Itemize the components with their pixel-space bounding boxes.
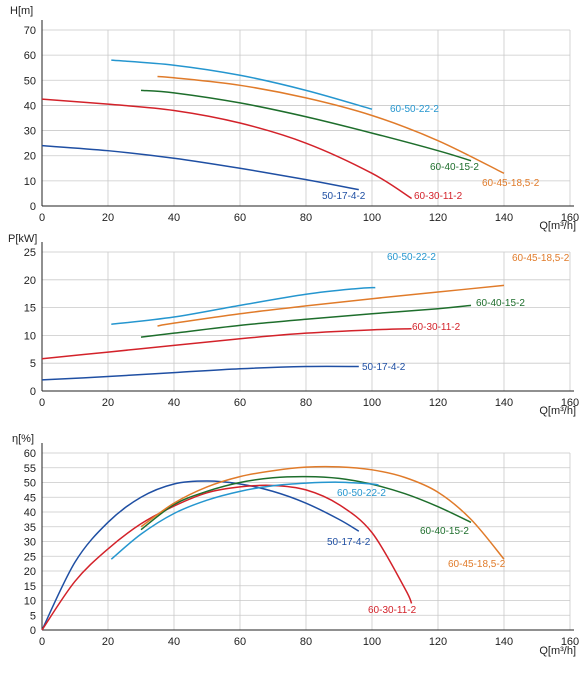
x-tick-label: 20 <box>102 397 114 409</box>
series-line-60-40-15-2 <box>140 89 472 162</box>
y-axis-label: P[kW] <box>8 233 37 245</box>
x-axis-label: Q[m³/h] <box>539 645 576 657</box>
y-tick-label: 45 <box>24 492 36 504</box>
y-tick-label: 5 <box>30 610 36 622</box>
series-label-60-45-18-5-2: 60-45-18,5-2 <box>512 253 570 264</box>
y-tick-label: 50 <box>24 75 36 87</box>
series-line-60-45-18-5-2 <box>140 465 505 560</box>
series-label-60-45-18-5-2: 60-45-18,5-2 <box>482 178 540 189</box>
series-label-60-40-15-2: 60-40-15-2 <box>430 162 479 173</box>
x-tick-label: 60 <box>234 636 246 648</box>
x-tick-label: 160 <box>561 397 579 409</box>
x-tick-label: 20 <box>102 212 114 224</box>
x-tick-label: 100 <box>363 636 381 648</box>
y-tick-label: 10 <box>24 596 36 608</box>
x-tick-label: 140 <box>495 636 513 648</box>
series-line-50-17-4-2 <box>41 480 360 631</box>
y-tick-label: 0 <box>30 625 36 637</box>
x-tick-label: 120 <box>429 212 447 224</box>
y-tick-label: 60 <box>24 50 36 62</box>
series-label-60-30-11-2: 60-30-11-2 <box>368 605 417 616</box>
y-tick-label: 10 <box>24 176 36 188</box>
series-line-60-30-11-2 <box>41 484 413 631</box>
x-tick-label: 160 <box>561 212 579 224</box>
x-tick-label: 40 <box>168 636 180 648</box>
series-line-60-40-15-2 <box>140 475 472 531</box>
x-tick-label: 80 <box>300 636 312 648</box>
series-line-60-30-11-2 <box>41 98 413 200</box>
y-tick-label: 55 <box>24 463 36 475</box>
series-label-60-50-22-2: 60-50-22-2 <box>337 488 386 499</box>
series-label-60-30-11-2: 60-30-11-2 <box>412 322 461 333</box>
x-tick-label: 120 <box>429 397 447 409</box>
series-label-60-30-11-2: 60-30-11-2 <box>414 191 463 202</box>
series-line-60-45-18-5-2 <box>157 284 505 327</box>
y-tick-label: 25 <box>24 247 36 259</box>
x-axis-label: Q[m³/h] <box>539 405 576 417</box>
x-tick-label: 80 <box>300 212 312 224</box>
series-label-60-40-15-2: 60-40-15-2 <box>476 298 525 309</box>
x-tick-label: 60 <box>234 212 246 224</box>
y-tick-label: 20 <box>24 151 36 163</box>
y-tick-label: 0 <box>30 386 36 398</box>
y-tick-label: 20 <box>24 275 36 287</box>
series-line-60-30-11-2 <box>41 327 412 360</box>
series-label-60-50-22-2: 60-50-22-2 <box>387 252 436 263</box>
y-tick-label: 50 <box>24 478 36 490</box>
x-tick-label: 0 <box>39 636 45 648</box>
x-tick-label: 0 <box>39 212 45 224</box>
x-tick-label: 160 <box>561 636 579 648</box>
x-tick-label: 20 <box>102 636 114 648</box>
y-axis-label: H[m] <box>10 5 33 17</box>
x-axis-label: Q[m³/h] <box>539 220 576 232</box>
y-tick-label: 20 <box>24 566 36 578</box>
chart-efficiency: 0 20 40 60 80 100 120 140 160 0 5 10 15 20 25 30 35 40 45 5… <box>12 433 579 657</box>
y-tick-label: 15 <box>24 581 36 593</box>
series-label-60-45-18-5-2: 60-45-18,5-2 <box>448 559 506 570</box>
y-tick-label: 30 <box>24 537 36 549</box>
y-tick-label: 70 <box>24 25 36 37</box>
series-line-60-50-22-2 <box>110 481 379 560</box>
series-line-60-40-15-2 <box>140 304 472 338</box>
x-tick-label: 140 <box>495 397 513 409</box>
series-line-60-45-18-5-2 <box>157 75 505 174</box>
series-line-60-50-22-2 <box>111 59 373 110</box>
y-tick-label: 40 <box>24 100 36 112</box>
y-tick-label: 15 <box>24 303 36 315</box>
series-label-50-17-4-2: 50-17-4-2 <box>362 362 406 373</box>
series-label-50-17-4-2: 50-17-4-2 <box>322 191 366 202</box>
x-tick-label: 100 <box>363 212 381 224</box>
series-line-60-50-22-2 <box>111 286 376 326</box>
y-tick-label: 60 <box>24 448 36 460</box>
y-tick-label: 40 <box>24 507 36 519</box>
y-tick-label: 30 <box>24 126 36 138</box>
series-label-60-40-15-2: 60-40-15-2 <box>420 526 469 537</box>
y-tick-label: 10 <box>24 330 36 342</box>
y-tick-label: 25 <box>24 551 36 563</box>
series-line-50-17-4-2 <box>41 144 359 191</box>
x-tick-label: 120 <box>429 636 447 648</box>
y-axis-label: η[%] <box>12 433 34 445</box>
series-label-50-17-4-2: 50-17-4-2 <box>327 537 371 548</box>
x-tick-label: 80 <box>300 397 312 409</box>
x-tick-label: 140 <box>495 212 513 224</box>
x-tick-label: 40 <box>168 212 180 224</box>
y-tick-label: 0 <box>30 201 36 213</box>
x-tick-label: 60 <box>234 397 246 409</box>
series-label-60-50-22-2: 60-50-22-2 <box>390 104 439 115</box>
y-tick-label: 35 <box>24 522 36 534</box>
y-tick-label: 5 <box>30 358 36 370</box>
chart-power: 0 20 40 60 80 100 120 140 160 0 5 10 15 20 25 P[kW] Q[m³… <box>8 233 579 417</box>
series-line-50-17-4-2 <box>41 365 359 381</box>
chart-head: 0 20 40 60 80 100 120 140 160 0 10 20 30 40 50 60 70 H[m]… <box>10 5 579 232</box>
x-tick-label: 40 <box>168 397 180 409</box>
x-tick-label: 0 <box>39 397 45 409</box>
x-tick-label: 100 <box>363 397 381 409</box>
